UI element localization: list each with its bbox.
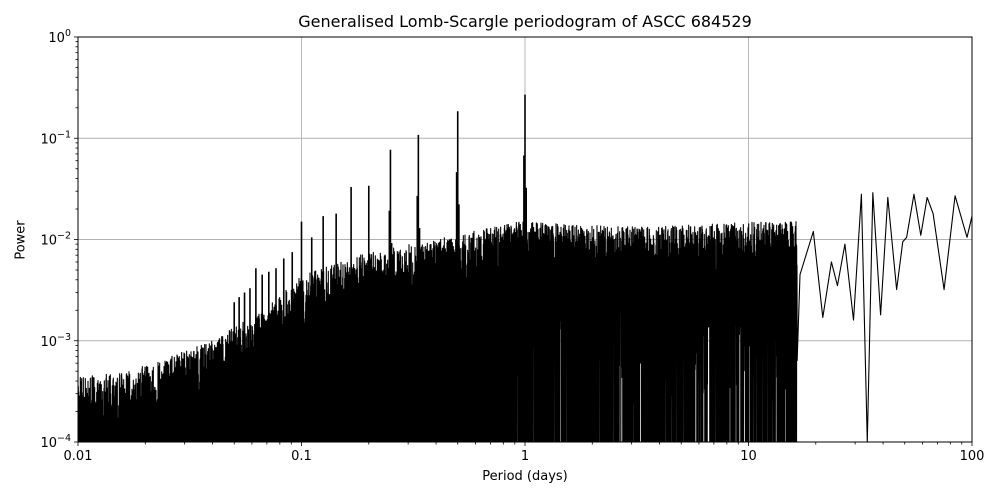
y-tick-label: 10−4 [40,433,71,451]
x-tick-label: 1 [521,449,529,464]
chart-title: Generalised Lomb-Scargle periodogram of … [298,12,752,31]
y-tick-label: 10−3 [40,332,71,350]
y-tick-label: 100 [48,28,71,46]
y-tick-label: 10−2 [40,231,71,249]
x-tick-labels: 0.01 0.1 1 10 100 [64,449,985,464]
y-tick-labels: 10−4 10−3 10−2 10−1 100 [40,28,71,451]
x-tick-label: 0.1 [291,449,312,464]
x-tick-label: 10 [740,449,757,464]
x-tick-label: 100 [960,449,985,464]
y-tick-label: 10−1 [40,129,71,147]
x-axis-label: Period (days) [482,469,568,484]
axis-ticks [74,36,973,446]
x-tick-label: 0.01 [64,449,93,464]
